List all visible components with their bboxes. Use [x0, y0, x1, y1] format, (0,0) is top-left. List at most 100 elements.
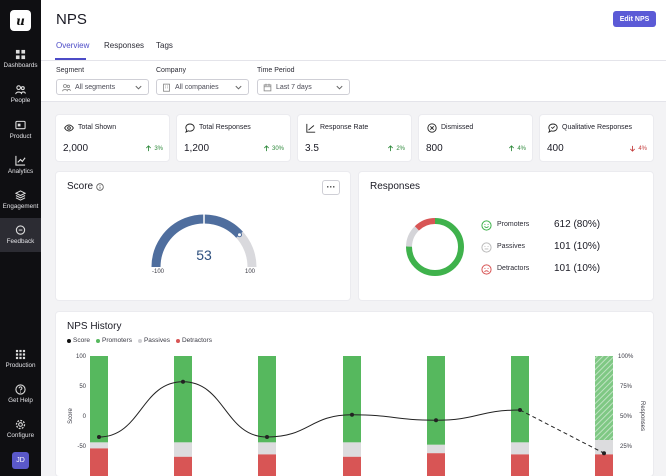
building-icon	[163, 83, 170, 92]
chevron-down-icon	[135, 85, 142, 90]
y2-axis-label: Responses	[639, 401, 645, 431]
chat-icon	[15, 225, 26, 235]
product-icon	[15, 120, 26, 130]
bar-detractors	[258, 454, 276, 476]
sidebar-item-label: Production	[5, 362, 36, 369]
legend-label: Score	[73, 337, 90, 344]
stat-change: 30%	[263, 145, 284, 152]
segment-label: Segment	[56, 67, 85, 74]
stat-change: 3%	[145, 145, 163, 152]
bar-passives	[258, 442, 276, 455]
period-value: Last 7 days	[276, 83, 312, 91]
active-tab-indicator	[55, 58, 86, 60]
bar-promoters	[343, 356, 361, 443]
bar-detractors	[343, 456, 361, 476]
detractors-value: 101 (10%)	[554, 263, 601, 274]
sidebar-item-dashboards[interactable]: Dashboards	[0, 42, 41, 76]
page-header: NPS Edit NPS Overview Responses Tags	[41, 0, 666, 61]
stat-change-value: 30%	[271, 145, 284, 152]
chevron-down-icon	[235, 85, 242, 90]
bar-detractors	[511, 454, 529, 476]
detractors-row: Detractors 101 (10%)	[481, 263, 611, 278]
passives-value: 101 (10%)	[554, 241, 601, 252]
gear-icon	[15, 419, 26, 430]
tab-overview[interactable]: Overview	[56, 41, 90, 50]
sidebar: u Dashboards People Product Analytics En…	[0, 0, 41, 476]
gauge-knob	[237, 232, 242, 238]
bar-passives	[90, 442, 108, 449]
score-gauge: 53 -100 100	[151, 214, 257, 275]
score-point	[181, 379, 185, 384]
y2-tick-label: 50%	[620, 414, 633, 420]
neutral-face-icon	[481, 242, 492, 253]
score-line	[98, 381, 521, 438]
bar-detractors	[427, 453, 445, 476]
people-icon	[62, 83, 71, 91]
people-icon	[15, 85, 26, 95]
arrow-down-icon	[630, 145, 636, 152]
y-axis-label: Score	[68, 408, 74, 424]
responses-donut	[406, 218, 464, 276]
stat-change-value: 4%	[517, 145, 526, 152]
sidebar-item-configure[interactable]: Configure	[0, 412, 41, 446]
stat-change-value: 4%	[638, 145, 647, 152]
tab-responses[interactable]: Responses	[104, 41, 145, 50]
more-options-button[interactable]: ···	[322, 180, 340, 195]
bar-passives	[174, 442, 192, 457]
bar-passives	[427, 444, 445, 454]
tab-tags[interactable]: Tags	[156, 41, 173, 50]
stat-title: Dismissed	[441, 124, 474, 131]
chart-legend: Score Promoters Passives Detractors	[67, 337, 212, 344]
frown-icon	[481, 264, 492, 275]
company-select[interactable]: All companies	[156, 79, 249, 95]
grid-icon	[15, 49, 26, 60]
info-icon[interactable]	[96, 183, 104, 191]
legend-label: Promoters	[101, 337, 132, 344]
y-tick-label: 0	[83, 414, 87, 420]
bar-promoters	[511, 356, 529, 443]
period-select[interactable]: Last 7 days	[257, 79, 350, 95]
stat-title: Response Rate	[320, 124, 369, 131]
sidebar-item-product[interactable]: Product	[0, 113, 41, 147]
sidebar-item-production[interactable]: Production	[0, 342, 41, 376]
sidebar-item-feedback[interactable]: Feedback	[0, 218, 41, 252]
edit-nps-button[interactable]: Edit NPS	[613, 11, 656, 27]
help-icon	[15, 384, 26, 395]
gauge-max-label: 100	[245, 269, 256, 275]
chart-icon	[15, 155, 26, 166]
sidebar-item-help[interactable]: Get Help	[0, 377, 41, 411]
y2-tick-label: 25%	[620, 444, 633, 450]
y-tick-label: -50	[77, 444, 86, 450]
stat-value: 1,200	[184, 143, 210, 154]
stat-card-response-rate: Response Rate 3.5 2%	[298, 115, 411, 161]
chat-icon	[185, 123, 195, 133]
bar-passives	[511, 442, 529, 455]
app-logo[interactable]: u	[10, 10, 31, 31]
layers-icon	[15, 190, 26, 201]
stat-title: Total Responses	[199, 124, 251, 131]
avatar[interactable]: JD	[12, 452, 29, 469]
bar-passives	[343, 442, 361, 457]
score-point	[434, 418, 438, 423]
score-title: Score	[67, 181, 94, 192]
sidebar-item-engagement[interactable]: Engagement	[0, 183, 41, 217]
segment-select[interactable]: All segments	[56, 79, 149, 95]
score-line-projection	[519, 409, 605, 454]
nps-history-chart: 100 50 0 -50 100% 75% 50% 25% Score Resp…	[68, 354, 645, 476]
score-value: 53	[196, 247, 212, 263]
sidebar-item-label: Product	[9, 133, 32, 140]
gauge-fill	[151, 214, 243, 268]
sidebar-item-analytics[interactable]: Analytics	[0, 148, 41, 182]
apps-icon	[15, 349, 26, 360]
chevron-down-icon	[336, 85, 343, 90]
passives-row: Passives 101 (10%)	[481, 241, 611, 256]
sidebar-item-label: Engagement	[2, 203, 39, 210]
filter-bar: Segment All segments Company All compani…	[41, 61, 666, 102]
bar-passives	[595, 440, 613, 455]
gauge-min-label: -100	[152, 269, 165, 275]
sidebar-item-people[interactable]: People	[0, 77, 41, 111]
stat-value: 400	[547, 143, 564, 154]
score-point	[602, 451, 606, 456]
sidebar-item-label: Dashboards	[3, 62, 38, 69]
legend-label: Passives	[143, 337, 170, 344]
